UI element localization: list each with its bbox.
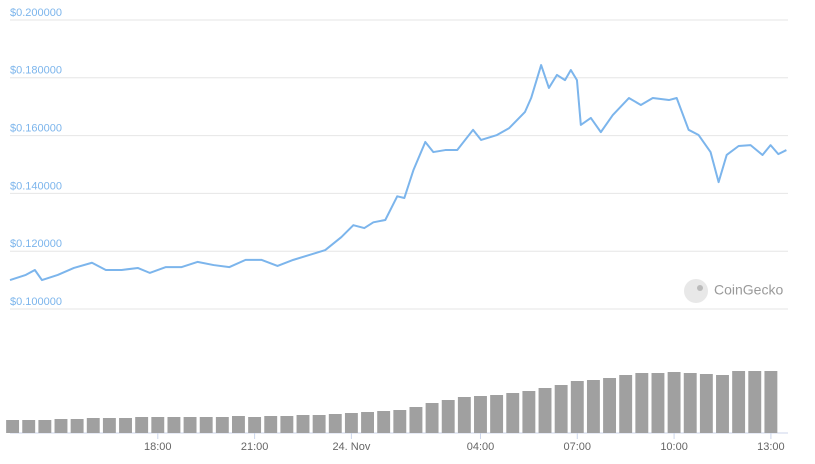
volume-bar	[328, 414, 342, 433]
volume-bar	[716, 375, 729, 433]
x-tick-label: 04:00	[467, 441, 495, 453]
volume-bar	[312, 415, 326, 433]
volume-bar	[667, 372, 681, 433]
volume-bar	[393, 410, 407, 433]
volume-bar	[6, 420, 20, 433]
volume-bar	[441, 400, 455, 433]
y-tick-label: $0.180000	[10, 65, 62, 77]
volume-bar	[344, 413, 358, 433]
volume-bar	[119, 418, 132, 433]
volume-bar	[748, 371, 762, 433]
volume-bar	[570, 381, 584, 433]
volume-bar	[167, 417, 181, 433]
volume-bar	[54, 419, 68, 433]
volume-bar	[102, 418, 116, 433]
volume-bar	[699, 374, 713, 433]
x-tick-label: 18:00	[144, 441, 172, 453]
volume-bar	[538, 388, 552, 433]
volume-bar	[22, 420, 36, 433]
volume-bar	[409, 407, 423, 433]
volume-bar	[70, 419, 84, 433]
volume-bar	[425, 403, 439, 433]
volume-bar	[651, 373, 665, 433]
volume-bar	[619, 375, 633, 433]
x-tick-label: 24. Nov	[332, 441, 370, 453]
volume-bar	[296, 415, 310, 433]
x-tick-label: 21:00	[241, 441, 269, 453]
watermark-logo	[684, 279, 708, 303]
volume-bar	[522, 391, 536, 433]
volume-bar	[732, 371, 746, 433]
volume-bar	[377, 411, 391, 433]
volume-bar	[232, 416, 245, 433]
volume-bar	[248, 417, 262, 433]
volume-bar	[506, 393, 520, 433]
volume-bar	[199, 417, 213, 433]
volume-bar	[86, 418, 100, 433]
y-tick-label: $0.140000	[10, 180, 62, 192]
volume-bar	[135, 417, 149, 433]
watermark-logo-eye	[697, 285, 703, 291]
y-tick-label: $0.100000	[10, 296, 62, 308]
y-tick-label: $0.200000	[10, 7, 62, 19]
volume-bar	[603, 378, 617, 433]
watermark: CoinGecko	[684, 279, 783, 303]
volume-bar	[151, 417, 165, 433]
volume-bar	[457, 397, 471, 433]
x-tick-label: 10:00	[660, 441, 688, 453]
volume-bar	[361, 412, 374, 433]
watermark-text: CoinGecko	[714, 282, 783, 298]
plot: $0.100000 $0.120000 $0.140000 $0.160000 $0.1…	[6, 7, 788, 453]
volume-bar	[474, 396, 487, 433]
volume-bar	[635, 373, 649, 433]
y-tick-label: $0.120000	[10, 238, 62, 250]
volume-bar	[764, 371, 778, 433]
volume-bar	[554, 385, 568, 433]
volume-bar	[38, 420, 52, 433]
volume-bar	[264, 416, 278, 433]
volume-bar	[280, 416, 294, 433]
volume-bar	[683, 373, 697, 433]
volume-bar	[183, 417, 197, 433]
price-line	[9, 64, 787, 282]
volume-bar	[215, 417, 229, 433]
x-tick-label: 13:00	[757, 441, 785, 453]
volume-bar	[586, 380, 600, 433]
y-tick-label: $0.160000	[10, 123, 62, 135]
x-tick-label: 07:00	[564, 441, 592, 453]
volume-bar	[490, 395, 504, 433]
